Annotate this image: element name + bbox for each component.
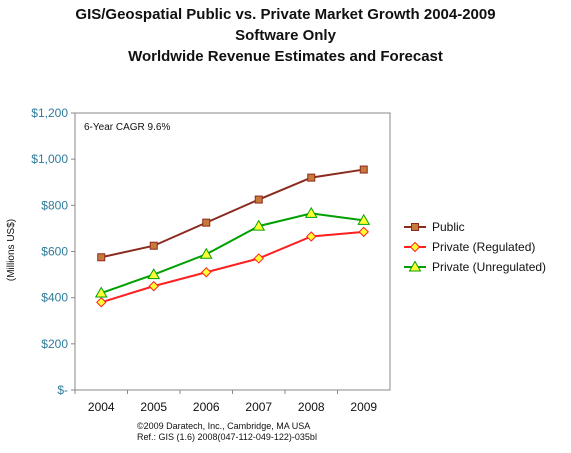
data-point-public (97, 253, 106, 262)
x-tick-label: 2007 (245, 400, 272, 414)
data-point-private-unregulated (147, 268, 161, 280)
legend-marker (411, 223, 419, 231)
y-tick-label: $1,000 (31, 152, 68, 166)
data-point-private-unregulated (94, 286, 108, 298)
x-tick-label: 2006 (193, 400, 220, 414)
chart-title: GIS/Geospatial Public vs. Private Market… (75, 6, 496, 23)
data-point-public (149, 241, 158, 250)
cagr-annotation: 6-Year CAGR 9.6% (84, 122, 170, 133)
series-line-private-regulated (100, 230, 364, 304)
x-tick-label: 2005 (140, 400, 167, 414)
data-point-private-unregulated (252, 219, 266, 231)
data-point-private-regulated (253, 253, 264, 264)
legend-label: Private (Regulated) (432, 240, 535, 254)
data-point-public (202, 218, 211, 227)
reference-text: Ref.: GIS (1.6) 2008(047-112-049-122)-03… (137, 432, 317, 442)
data-point-private-regulated (358, 226, 369, 238)
data-point-private-regulated (306, 231, 317, 242)
legend-label: Public (432, 220, 465, 234)
data-point-private-unregulated (304, 206, 318, 218)
chart-subtitle-2: Worldwide Revenue Estimates and Forecast (128, 48, 443, 65)
y-tick-label: $- (57, 383, 68, 397)
data-point-private-unregulated (357, 213, 371, 225)
series-public (97, 165, 368, 262)
data-point-public (254, 195, 263, 204)
plot-area (74, 112, 391, 391)
legend-marker (408, 260, 422, 272)
copyright-text: ©2009 Daratech, Inc., Cambridge, MA USA (137, 421, 311, 431)
legend-item-public: Public (404, 220, 465, 234)
y-tick-label: $1,200 (31, 106, 68, 120)
data-point-private-unregulated (199, 247, 213, 259)
series-private-regulated (96, 226, 369, 308)
legend-label: Private (Unregulated) (432, 260, 546, 274)
data-point-private-regulated (148, 280, 159, 292)
x-tick-label: 2004 (88, 400, 115, 414)
chart-subtitle: Software Only (235, 27, 336, 44)
x-tick-label: 2008 (298, 400, 325, 414)
legend-item-private-unregulated: Private (Unregulated) (404, 260, 546, 274)
series-line-private-unregulated (100, 212, 364, 294)
y-tick-label: $400 (41, 291, 68, 305)
chart-title-block: GIS/Geospatial Public vs. Private Market… (0, 4, 571, 67)
data-point-private-regulated (201, 267, 212, 278)
y-tick-label: $800 (41, 198, 68, 212)
legend-marker (409, 241, 421, 253)
y-tick-label: $200 (41, 337, 68, 351)
series-private-unregulated (94, 206, 371, 298)
series-line-public (101, 168, 364, 259)
x-tick-label: 2009 (350, 400, 377, 414)
legend-item-private-regulated: Private (Regulated) (404, 240, 535, 254)
data-point-public (307, 173, 316, 182)
footer: ©2009 Daratech, Inc., Cambridge, MA USA … (137, 421, 317, 443)
y-axis-label: (Millions US$) (6, 219, 17, 281)
data-point-public (359, 165, 368, 174)
data-point-private-regulated (96, 297, 107, 308)
y-tick-label: $600 (41, 245, 68, 259)
